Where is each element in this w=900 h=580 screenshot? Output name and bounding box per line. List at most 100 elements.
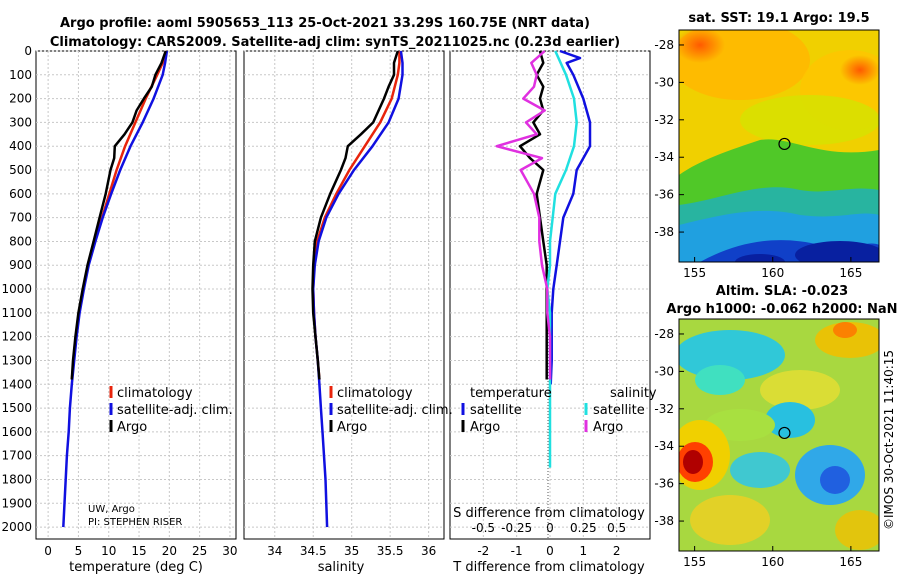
x-tick-label: 0 (546, 544, 554, 558)
depth-tick-label: 600 (9, 187, 32, 201)
depth-tick-label: 1600 (1, 425, 32, 439)
x-tick-label: 35 (344, 544, 359, 558)
legend-satellite-label: satellite-adj. clim. (117, 403, 233, 418)
sla-heatmap (679, 319, 879, 551)
map-lat-label: -30 (654, 364, 674, 378)
depth-tick-label: 100 (9, 68, 32, 82)
depth-tick-label: 0 (24, 44, 32, 58)
map-lon-label: 165 (839, 266, 862, 280)
depth-tick-label: 400 (9, 139, 32, 153)
sst-argo-location-marker (778, 137, 791, 151)
series-salinity-argo (495, 50, 552, 380)
depth-tick-label: 800 (9, 234, 32, 248)
x-tick-label: -2 (477, 544, 489, 558)
difference-xlabel: T difference from climatology (452, 560, 645, 575)
series-argo (70, 50, 167, 380)
map-lat-label: -32 (654, 113, 674, 127)
legend-argo-label: Argo (337, 420, 367, 435)
depth-tick-label: 2000 (1, 520, 32, 534)
x-tick-label: 35.5 (377, 544, 404, 558)
credit-line-1: UW, Argo (88, 504, 135, 515)
x-tick-label: 34.5 (300, 544, 327, 558)
x-tick-label: 20 (162, 544, 177, 558)
salinity-panel (243, 50, 445, 540)
map-lat-label: -28 (654, 327, 674, 341)
x-tick-label: 0 (44, 544, 52, 558)
legend-temperature-title: temperature (470, 386, 552, 401)
series-temperature-satellite (549, 49, 592, 385)
depth-tick-label: 200 (9, 92, 32, 106)
sla-map-title-line-1: Altim. SLA: -0.023 (716, 284, 848, 299)
sst-heatmap (679, 30, 879, 262)
legend-climatology-label: climatology (337, 386, 413, 401)
timestamp: ©IMOS 30-Oct-2021 11:40:15 (882, 350, 896, 530)
salinity-legend: climatology satellite-adj. clim. Argo (329, 386, 453, 435)
map-lon-label: 155 (683, 266, 706, 280)
x-tick-label: 15 (131, 544, 146, 558)
x-tick-label: 34 (267, 544, 282, 558)
x-tick-label: 2 (613, 544, 621, 558)
depth-tick-label: 1800 (1, 472, 32, 486)
map-lat-label: -38 (654, 514, 674, 528)
difference-legend: temperature salinity satellite Argo sate… (461, 386, 657, 435)
legend-t-satellite-label: satellite (470, 403, 522, 418)
depth-tick-label: 700 (9, 211, 32, 225)
legend-t-argo-label: Argo (470, 420, 500, 435)
depth-tick-label: 900 (9, 258, 32, 272)
difference-top-label: S difference from climatology (453, 506, 645, 521)
salinity-xlabel: salinity (318, 560, 365, 575)
depth-tick-label: 500 (9, 163, 32, 177)
legend-argo-label: Argo (117, 420, 147, 435)
x-tick-label: 30 (222, 544, 237, 558)
x-tick-label: 10 (101, 544, 116, 558)
x-tick-label: 1 (580, 544, 588, 558)
map-lat-label: -32 (654, 402, 674, 416)
header-line-2: Climatology: CARS2009. Satellite-adj cli… (50, 35, 620, 50)
temperature-xlabel: temperature (deg C) (69, 560, 203, 575)
depth-tick-label: 1200 (1, 330, 32, 344)
x-tick-label: -1 (511, 544, 523, 558)
legend-s-satellite-label: satellite (593, 403, 645, 418)
depth-tick-label: 1900 (1, 496, 32, 510)
depth-tick-label: 300 (9, 115, 32, 129)
depth-tick-label: 1700 (1, 449, 32, 463)
sst-map-frame (678, 29, 880, 263)
x-tick-label: 25 (192, 544, 207, 558)
depth-tick-label: 1400 (1, 377, 32, 391)
s-difference-tick-label: -0.25 (501, 521, 532, 535)
map-lon-label: 155 (683, 555, 706, 569)
map-lat-label: -30 (654, 75, 674, 89)
series-salinity-satellite (546, 50, 578, 468)
map-lon-label: 165 (839, 555, 862, 569)
legend-satellite-label: satellite-adj. clim. (337, 403, 453, 418)
legend-s-argo-label: Argo (593, 420, 623, 435)
s-difference-tick-label: 0 (546, 521, 554, 535)
map-lon-label: 160 (761, 555, 784, 569)
series-layer (62, 49, 592, 528)
series-argo (311, 50, 399, 380)
x-tick-label: 36 (421, 544, 436, 558)
map-lat-label: -28 (654, 38, 674, 52)
depth-tick-label: 1000 (1, 282, 32, 296)
temperature-legend: climatology satellite-adj. clim. Argo (109, 386, 233, 435)
depth-tick-label: 1500 (1, 401, 32, 415)
x-tick-label: 5 (75, 544, 83, 558)
map-lat-label: -36 (654, 188, 674, 202)
map-lat-label: -34 (654, 439, 674, 453)
sla-map-frame (678, 318, 880, 552)
map-lat-label: -38 (654, 225, 674, 239)
tick-layer: 0100200300400500600700800900100011001200… (1, 44, 626, 558)
depth-tick-label: 1300 (1, 353, 32, 367)
sst-map-ticks: 155 160 165 -28 -30 -32 -34 -36 -38 (654, 38, 862, 280)
s-difference-tick-label: 0.5 (607, 521, 626, 535)
credit-line-2: PI: STEPHEN RISER (88, 517, 182, 528)
sla-map-ticks: 155 160 165 -28 -30 -32 -34 -36 -38 (654, 327, 862, 569)
sla-argo-location-marker (778, 426, 791, 440)
sla-map-title-line-2: Argo h1000: -0.062 h2000: NaN (666, 302, 897, 317)
map-lon-label: 160 (761, 266, 784, 280)
legend-salinity-title: salinity (610, 386, 657, 401)
sst-map-title: sat. SST: 19.1 Argo: 19.5 (688, 11, 869, 26)
header-line-1: Argo profile: aoml 5905653_113 25-Oct-20… (60, 16, 590, 31)
legend-climatology-label: climatology (117, 386, 193, 401)
